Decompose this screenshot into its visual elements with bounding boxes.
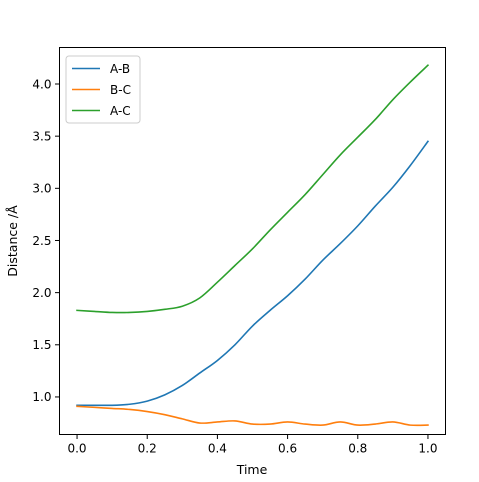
plot-frame (59, 47, 446, 435)
x-tick-label: 1.0 (418, 442, 437, 456)
y-tick-label: 1.0 (32, 390, 51, 404)
x-tick-label: 0.2 (138, 442, 157, 456)
y-tick-label: 3.0 (32, 182, 51, 196)
legend-box (65, 55, 141, 124)
x-axis-ticks: 0.0 0.2 0.4 0.6 0.8 1.0 (67, 434, 438, 456)
y-tick-label: 3.5 (32, 129, 51, 143)
legend-label: B-C (110, 83, 131, 97)
series-line-b-c (76, 405, 429, 427)
x-tick-label: 0.0 (67, 442, 86, 456)
y-tick-label: 2.5 (32, 234, 51, 248)
legend: A-B B-C A-C (65, 55, 141, 124)
x-tick-label: 0.4 (208, 442, 227, 456)
y-axis-label: Distance /Å (5, 205, 20, 277)
x-tick-label: 0.8 (348, 442, 367, 456)
legend-label: A-C (110, 104, 131, 118)
y-axis-ticks: 1.0 1.5 2.0 2.5 3.0 3.5 4.0 (32, 77, 60, 404)
y-tick-label: 2.0 (32, 286, 51, 300)
series-line-a-c (76, 64, 430, 314)
y-tick-label: 1.5 (32, 338, 51, 352)
x-tick-label: 0.6 (278, 442, 297, 456)
series-line-a-b (76, 140, 430, 407)
series-layer (76, 64, 430, 427)
legend-label: A-B (110, 62, 130, 76)
y-tick-label: 4.0 (32, 77, 51, 91)
x-axis-label: Time (236, 462, 268, 477)
